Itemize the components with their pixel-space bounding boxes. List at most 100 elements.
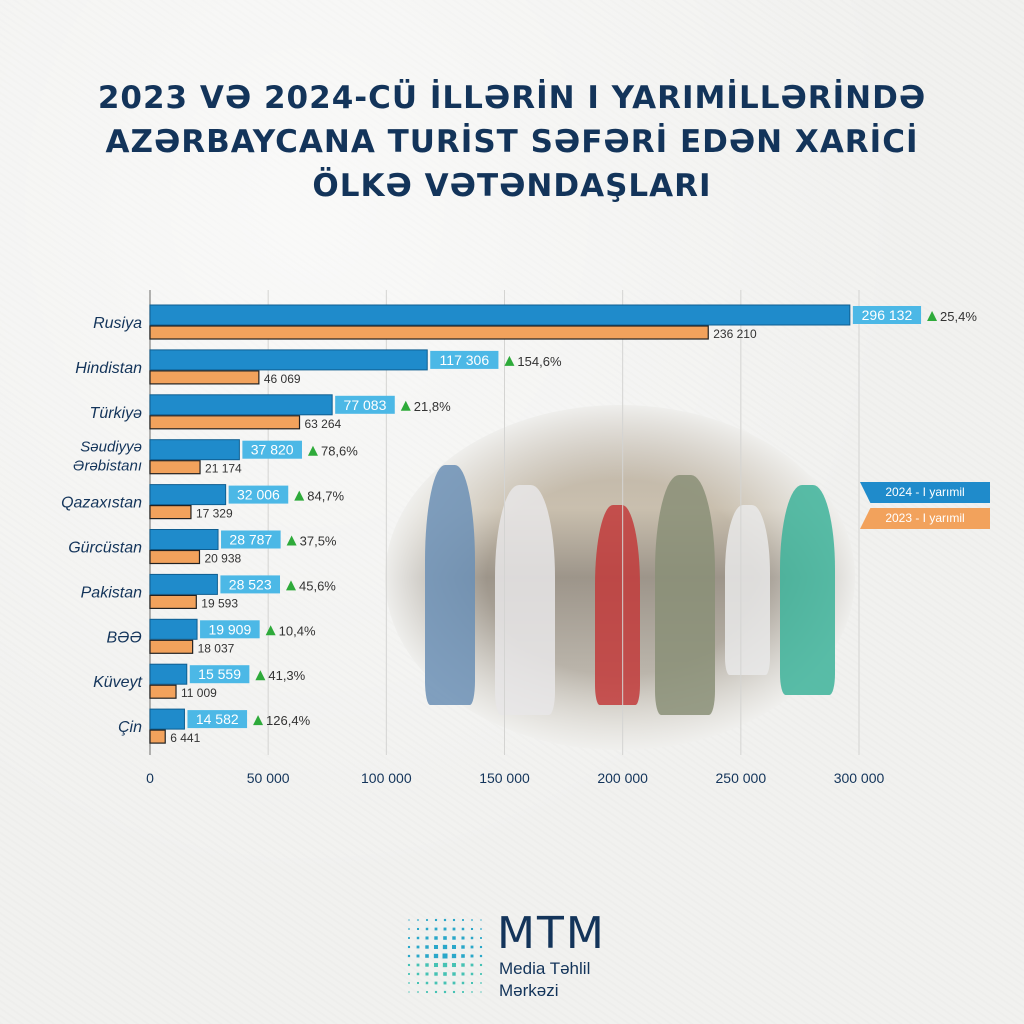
x-tick-label: 0 bbox=[146, 770, 154, 786]
legend-2024: 2024 - I yarımil bbox=[860, 482, 990, 503]
logo-dot bbox=[443, 981, 447, 985]
value-label-2024: 32 006 bbox=[237, 487, 280, 503]
growth-label: 154,6% bbox=[517, 354, 562, 369]
logo-dot bbox=[452, 990, 456, 994]
category-label: BƏƏ bbox=[106, 629, 142, 646]
logo-dot bbox=[480, 919, 482, 921]
logo-dot bbox=[443, 990, 447, 994]
value-label-2023: 19 593 bbox=[201, 596, 238, 610]
logo-dot bbox=[451, 953, 457, 959]
value-label-box-2024 bbox=[335, 395, 395, 414]
growth-label: 45,6% bbox=[299, 578, 336, 593]
logo-dot bbox=[471, 991, 473, 993]
logo-dot bbox=[471, 919, 473, 921]
logo-dot bbox=[452, 927, 456, 931]
bar-2023 bbox=[149, 594, 197, 610]
logo-dot bbox=[434, 936, 438, 940]
bar-2023 bbox=[149, 684, 177, 699]
value-label-box-2024 bbox=[221, 530, 281, 549]
bar-2024 bbox=[149, 618, 198, 640]
growth-arrow-icon bbox=[286, 535, 297, 546]
logo-dot bbox=[443, 972, 447, 976]
logo-dot bbox=[408, 937, 410, 939]
value-label-2023: 6 441 bbox=[170, 731, 200, 745]
value-label-2023: 17 329 bbox=[196, 507, 233, 521]
logo-dot bbox=[461, 945, 465, 949]
category-label: Türkiyə bbox=[90, 405, 143, 422]
logo-dot bbox=[408, 919, 410, 921]
logo-dot bbox=[470, 945, 474, 949]
logo-dot bbox=[480, 937, 482, 939]
logo-dot bbox=[442, 944, 448, 950]
x-tick-label: 150 000 bbox=[479, 770, 530, 786]
category-label: Səudiyyə bbox=[80, 439, 142, 456]
growth-label: 25,4% bbox=[940, 309, 977, 324]
bar-2023 bbox=[149, 415, 301, 430]
x-tick-label: 100 000 bbox=[361, 770, 412, 786]
logo-dot bbox=[443, 918, 447, 922]
logo-dot bbox=[479, 945, 483, 949]
value-label-box-2024 bbox=[187, 710, 248, 729]
logo-dot bbox=[470, 927, 474, 931]
bar-2024 bbox=[149, 484, 227, 506]
bar-2024 bbox=[149, 394, 333, 416]
logo-dot bbox=[443, 927, 447, 931]
logo-dot bbox=[451, 944, 457, 950]
category-label: Ərəbistanı bbox=[73, 458, 142, 475]
logo-dot bbox=[408, 982, 410, 984]
value-label-2024: 15 559 bbox=[198, 666, 241, 682]
value-label-2023: 21 174 bbox=[205, 462, 242, 476]
value-label-2023: 11 009 bbox=[181, 686, 217, 700]
logo-dot bbox=[480, 973, 482, 975]
bar-2024 bbox=[149, 529, 219, 550]
logo-dot bbox=[462, 991, 464, 993]
logo-dot bbox=[461, 936, 465, 940]
value-label-2024: 28 523 bbox=[229, 576, 272, 592]
x-tick-label: 200 000 bbox=[597, 770, 648, 786]
logo-dot bbox=[452, 918, 456, 922]
bar-2023 bbox=[149, 639, 194, 654]
growth-label: 78,6% bbox=[321, 444, 358, 459]
logo-dot bbox=[452, 981, 456, 985]
value-label-box-2024 bbox=[228, 485, 289, 504]
logo-dot bbox=[480, 982, 482, 984]
value-label-2023: 18 037 bbox=[198, 641, 235, 655]
logo-dot bbox=[470, 963, 474, 967]
value-label-2024: 77 083 bbox=[344, 397, 387, 413]
x-tick-label: 250 000 bbox=[716, 770, 767, 786]
category-label: Rusiya bbox=[93, 315, 142, 332]
category-label: Qazaxıstan bbox=[61, 495, 142, 512]
category-label: Gürcüstan bbox=[68, 540, 142, 557]
logo-dot bbox=[425, 954, 429, 958]
value-label-2024: 19 909 bbox=[208, 621, 251, 637]
x-tick-label: 50 000 bbox=[247, 770, 290, 786]
value-label-2023: 20 938 bbox=[204, 552, 241, 566]
value-label-2024: 28 787 bbox=[229, 532, 272, 548]
logo-dot bbox=[417, 991, 419, 993]
bar-2023 bbox=[149, 549, 201, 565]
logo-dot bbox=[425, 945, 429, 949]
logo-dot bbox=[408, 973, 410, 975]
growth-label: 84,7% bbox=[307, 489, 344, 504]
logo-dot bbox=[408, 991, 410, 993]
bar-2023 bbox=[149, 505, 192, 520]
logo-dot bbox=[425, 936, 429, 940]
value-label-2024: 296 132 bbox=[862, 307, 913, 323]
logo-dot bbox=[426, 919, 428, 921]
growth-label: 41,3% bbox=[268, 668, 305, 683]
value-label-2023: 46 069 bbox=[264, 372, 301, 386]
chart-title: 2023 VƏ 2024-CÜ İLLƏRİN I YARIMİLLƏRİNDƏ… bbox=[97, 80, 927, 204]
logo-dot bbox=[416, 936, 420, 940]
value-label-box-2024 bbox=[200, 620, 260, 639]
logo-dot bbox=[434, 981, 438, 985]
logo-dot bbox=[408, 928, 410, 930]
logo-dot bbox=[433, 944, 439, 950]
logo-dot bbox=[425, 963, 429, 967]
logo-subtitle: Media Təhlil Mərkəzi bbox=[499, 959, 591, 1000]
growth-arrow-icon bbox=[927, 311, 938, 321]
logo-dot bbox=[416, 972, 420, 976]
logo-dot bbox=[416, 954, 420, 958]
logo-dot bbox=[434, 927, 438, 931]
growth-arrow-icon bbox=[255, 670, 266, 681]
